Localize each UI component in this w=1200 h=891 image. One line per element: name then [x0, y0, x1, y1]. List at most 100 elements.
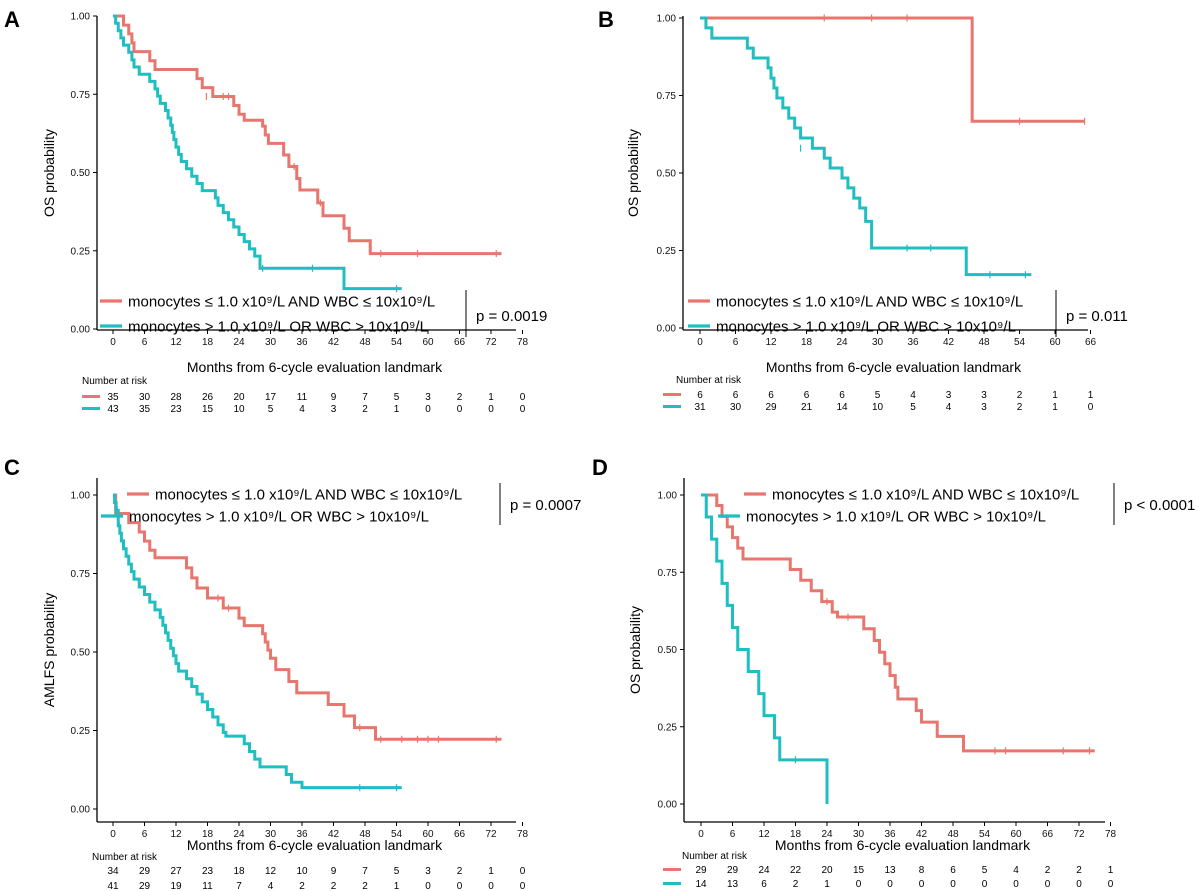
y-tick-label: 1.00 — [658, 491, 678, 502]
risk-count: 15 — [853, 865, 865, 876]
risk-count: 2 — [362, 881, 368, 891]
risk-count: 23 — [202, 866, 214, 877]
risk-count: 2 — [1076, 865, 1082, 876]
risk-count: 7 — [236, 881, 242, 891]
risk-count: 0 — [520, 881, 526, 891]
p-value: p = 0.0007 — [510, 497, 581, 514]
x-axis-label: Months from 6-cycle evaluation landmark — [187, 837, 443, 853]
panel-letter: C — [4, 455, 20, 480]
risk-count: 2 — [1045, 865, 1051, 876]
risk-count: 1 — [1052, 402, 1058, 413]
legend-label-series-1: monocytes ≤ 1.0 x10⁹/L AND WBC ≤ 10x10⁹/… — [128, 294, 435, 311]
risk-count: 5 — [394, 392, 400, 403]
risk-count: 6 — [839, 390, 845, 401]
risk-count: 2 — [299, 881, 305, 891]
x-tick-label: 66 — [454, 829, 466, 840]
x-axis-label: Months from 6-cycle evaluation landmark — [187, 359, 443, 375]
risk-count: 8 — [919, 865, 925, 876]
risk-count: 4 — [910, 390, 916, 401]
x-axis-label: Months from 6-cycle evaluation landmark — [766, 359, 1022, 375]
risk-count: 0 — [919, 879, 925, 890]
y-tick-label: 0.50 — [71, 648, 91, 659]
risk-count: 0 — [425, 881, 431, 891]
x-tick-label: 42 — [943, 337, 955, 348]
y-tick-label: 0.25 — [71, 726, 91, 737]
p-value: p = 0.0019 — [476, 308, 547, 325]
risk-count: 13 — [727, 879, 739, 890]
panel-a: A0.000.250.500.751.000 6 12 18 24 30 36 42 48 54 6… — [4, 7, 547, 415]
x-tick-label: 12 — [170, 337, 182, 348]
x-tick-label: 48 — [359, 829, 371, 840]
x-tick-label: 42 — [328, 829, 340, 840]
x-tick-label: 72 — [485, 829, 497, 840]
risk-count: 3 — [425, 392, 431, 403]
panel-c: C0.000.250.500.751.000 6 12 18 24 30 36 42 48 54 6… — [4, 455, 581, 891]
risk-count: 10 — [872, 402, 884, 413]
x-tick-label: 24 — [233, 829, 245, 840]
risk-count: 1 — [1108, 865, 1114, 876]
p-value: p < 0.0001 — [1124, 497, 1195, 514]
x-tick-label: 0 — [110, 829, 116, 840]
x-tick-label: 0 — [697, 337, 703, 348]
risk-count: 6 — [733, 390, 739, 401]
km-curve-series-2 — [113, 493, 402, 790]
risk-count: 5 — [910, 402, 916, 413]
panel-d: D0.000.250.500.751.000 6 12 18 24 30 36 42 48 54 6… — [592, 455, 1195, 890]
risk-count: 2 — [331, 881, 337, 891]
risk-count: 0 — [856, 879, 862, 890]
y-tick-label: 0.00 — [71, 805, 91, 816]
km-curve-series-1 — [701, 493, 1095, 753]
y-tick-label: 1.00 — [71, 491, 91, 502]
risk-count: 18 — [233, 866, 245, 877]
risk-count: 9 — [331, 392, 337, 403]
x-tick-label: 12 — [765, 337, 777, 348]
risk-count: 0 — [488, 404, 494, 415]
risk-count: 0 — [488, 881, 494, 891]
risk-count: 29 — [139, 881, 151, 891]
risk-count: 13 — [884, 865, 896, 876]
risk-count: 0 — [457, 881, 463, 891]
risk-count: 30 — [730, 402, 742, 413]
km-curve-series-1 — [113, 493, 502, 741]
risk-count: 24 — [758, 865, 770, 876]
risk-count: 0 — [1045, 879, 1051, 890]
risk-count: 5 — [394, 866, 400, 877]
y-axis-label: OS probability — [627, 606, 643, 694]
y-tick-label: 1.00 — [657, 14, 677, 25]
km-curve-series-2 — [700, 16, 1032, 277]
legend-label-series-2: monocytes > 1.0 x10⁹/L OR WBC > 10x10⁹/L — [716, 319, 1016, 336]
y-tick-label: 0.00 — [71, 325, 91, 336]
panel-letter: A — [4, 7, 20, 32]
risk-count: 10 — [296, 866, 308, 877]
risk-count: 7 — [362, 392, 368, 403]
x-tick-label: 0 — [698, 829, 704, 840]
x-tick-label: 6 — [733, 337, 739, 348]
risk-count: 1 — [488, 392, 494, 403]
risk-count: 0 — [1108, 879, 1114, 890]
legend-label-series-2: monocytes > 1.0 x10⁹/L OR WBC > 10x10⁹/L — [746, 509, 1046, 526]
risk-count: 29 — [765, 402, 777, 413]
risk-count: 0 — [982, 879, 988, 890]
risk-count: 20 — [233, 392, 245, 403]
x-tick-label: 60 — [1049, 337, 1061, 348]
risk-table-title: Number at risk — [82, 376, 148, 387]
x-tick-label: 78 — [517, 829, 529, 840]
x-tick-label: 30 — [265, 829, 277, 840]
risk-count: 0 — [425, 404, 431, 415]
risk-count: 43 — [107, 404, 119, 415]
x-tick-label: 54 — [979, 829, 991, 840]
risk-count: 14 — [695, 879, 707, 890]
risk-count: 6 — [804, 390, 810, 401]
risk-count: 6 — [761, 879, 767, 890]
risk-count: 5 — [982, 865, 988, 876]
risk-count: 2 — [1017, 402, 1023, 413]
x-tick-label: 36 — [884, 829, 896, 840]
y-tick-label: 0.50 — [658, 645, 678, 656]
x-tick-label: 66 — [454, 337, 466, 348]
risk-count: 1 — [394, 881, 400, 891]
risk-count: 1 — [824, 879, 830, 890]
x-tick-label: 54 — [1014, 337, 1026, 348]
risk-count: 41 — [107, 881, 119, 891]
risk-count: 3 — [425, 866, 431, 877]
x-tick-label: 72 — [485, 337, 497, 348]
